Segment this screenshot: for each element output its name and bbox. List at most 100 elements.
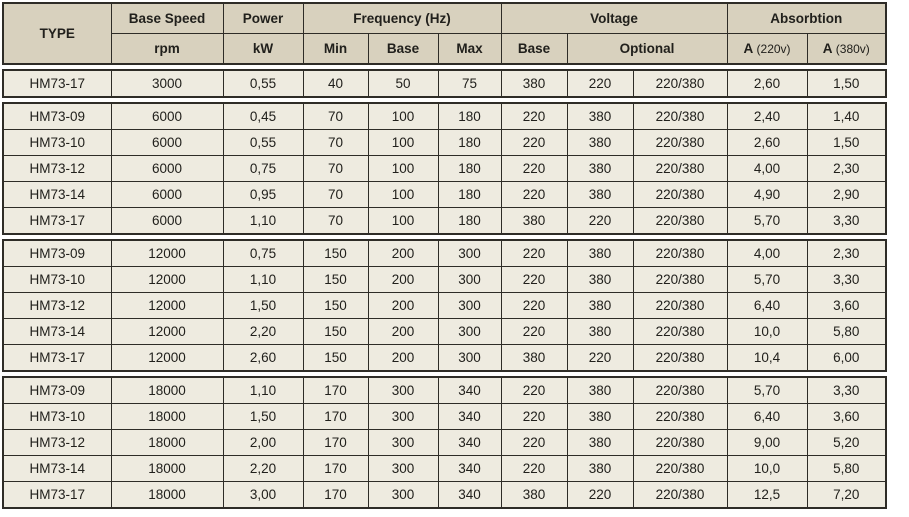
table-row: HM73-09 6000 0,45 70 100 180 220 380 220…	[2, 102, 887, 130]
cell-voltage-opt2: 220/380	[632, 155, 728, 182]
cell-voltage-opt1: 220	[566, 344, 634, 372]
cell-a220: 4,00	[726, 155, 808, 182]
cell-a220: 12,5	[726, 481, 808, 509]
cell-a380: 7,20	[806, 481, 887, 509]
cell-a220: 9,00	[726, 429, 808, 456]
cell-type: HM73-17	[2, 481, 112, 509]
cell-voltage-opt2: 220/380	[632, 207, 728, 235]
cell-a380: 3,60	[806, 403, 887, 430]
cell-freq-max: 300	[437, 344, 502, 372]
cell-a380: 3,60	[806, 292, 887, 319]
cell-freq-base: 300	[367, 403, 439, 430]
cell-a380: 5,20	[806, 429, 887, 456]
cell-freq-min: 170	[302, 481, 369, 509]
cell-voltage-base: 220	[500, 239, 568, 267]
cell-voltage-base: 220	[500, 129, 568, 156]
cell-freq-min: 150	[302, 292, 369, 319]
cell-rpm: 18000	[110, 376, 224, 404]
cell-freq-base: 200	[367, 292, 439, 319]
cell-freq-max: 340	[437, 429, 502, 456]
cell-type: HM73-17	[2, 69, 112, 98]
table-row: HM73-14 18000 2,20 170 300 340 220 380 2…	[2, 455, 887, 482]
cell-voltage-opt1: 380	[566, 155, 634, 182]
cell-rpm: 18000	[110, 429, 224, 456]
cell-kw: 1,50	[222, 292, 304, 319]
cell-voltage-opt2: 220/380	[632, 181, 728, 208]
cell-freq-max: 180	[437, 102, 502, 130]
cell-voltage-opt1: 220	[566, 207, 634, 235]
cell-voltage-base: 220	[500, 376, 568, 404]
cell-type: HM73-12	[2, 155, 112, 182]
table-row: HM73-12 18000 2,00 170 300 340 220 380 2…	[2, 429, 887, 456]
spec-table-group-12000rpm: HM73-09 12000 0,75 150 200 300 220 380 2…	[2, 239, 887, 372]
cell-voltage-opt2: 220/380	[632, 376, 728, 404]
cell-freq-min: 170	[302, 429, 369, 456]
cell-freq-max: 340	[437, 481, 502, 509]
cell-voltage-opt1: 380	[566, 429, 634, 456]
col-header-absorbtion: Absorbtion	[726, 2, 887, 34]
motor-spec-table: TYPE Base Speed Power Frequency (Hz) Vol…	[2, 2, 889, 509]
cell-a220: 5,70	[726, 207, 808, 235]
cell-a220: 4,00	[726, 239, 808, 267]
cell-voltage-opt1: 380	[566, 239, 634, 267]
cell-rpm: 12000	[110, 344, 224, 372]
cell-a380: 2,30	[806, 239, 887, 267]
cell-type: HM73-10	[2, 403, 112, 430]
cell-voltage-base: 220	[500, 266, 568, 293]
cell-type: HM73-12	[2, 429, 112, 456]
cell-voltage-opt2: 220/380	[632, 455, 728, 482]
cell-kw: 2,00	[222, 429, 304, 456]
cell-freq-min: 170	[302, 403, 369, 430]
cell-a220: 5,70	[726, 376, 808, 404]
a220-letter: A	[743, 41, 753, 56]
cell-voltage-base: 380	[500, 344, 568, 372]
cell-voltage-opt1: 380	[566, 403, 634, 430]
cell-freq-min: 170	[302, 455, 369, 482]
cell-voltage-base: 220	[500, 155, 568, 182]
cell-type: HM73-14	[2, 318, 112, 345]
cell-freq-min: 70	[302, 181, 369, 208]
cell-type: HM73-14	[2, 455, 112, 482]
cell-freq-base: 50	[367, 69, 439, 98]
cell-freq-base: 200	[367, 266, 439, 293]
col-header-power: Power	[222, 2, 304, 34]
spec-table-group-3000rpm: HM73-17 3000 0,55 40 50 75 380 220 220/3…	[2, 69, 887, 98]
cell-type: HM73-12	[2, 292, 112, 319]
table-row: HM73-12 6000 0,75 70 100 180 220 380 220…	[2, 155, 887, 182]
cell-a220: 6,40	[726, 403, 808, 430]
cell-a220: 4,90	[726, 181, 808, 208]
cell-freq-base: 300	[367, 455, 439, 482]
cell-voltage-base: 220	[500, 403, 568, 430]
table-row: HM73-14 6000 0,95 70 100 180 220 380 220…	[2, 181, 887, 208]
cell-kw: 0,75	[222, 155, 304, 182]
cell-kw: 2,20	[222, 318, 304, 345]
cell-freq-base: 100	[367, 181, 439, 208]
cell-freq-base: 200	[367, 239, 439, 267]
cell-freq-max: 180	[437, 207, 502, 235]
cell-voltage-opt2: 220/380	[632, 239, 728, 267]
table-row: HM73-17 3000 0,55 40 50 75 380 220 220/3…	[2, 69, 887, 98]
col-header-freq-max: Max	[437, 33, 502, 65]
table-row: HM73-14 12000 2,20 150 200 300 220 380 2…	[2, 318, 887, 345]
cell-rpm: 3000	[110, 69, 224, 98]
cell-voltage-opt1: 380	[566, 102, 634, 130]
cell-freq-min: 70	[302, 102, 369, 130]
cell-type: HM73-10	[2, 129, 112, 156]
a220-volts: (220v)	[756, 42, 791, 56]
cell-voltage-base: 380	[500, 481, 568, 509]
cell-voltage-opt2: 220/380	[632, 129, 728, 156]
col-header-voltage-base: Base	[500, 33, 568, 65]
cell-freq-min: 70	[302, 207, 369, 235]
cell-rpm: 12000	[110, 292, 224, 319]
cell-voltage-opt1: 220	[566, 69, 634, 98]
cell-freq-min: 150	[302, 344, 369, 372]
cell-a380: 2,30	[806, 155, 887, 182]
cell-a220: 2,60	[726, 69, 808, 98]
cell-type: HM73-09	[2, 376, 112, 404]
cell-a380: 6,00	[806, 344, 887, 372]
cell-voltage-base: 380	[500, 207, 568, 235]
cell-kw: 1,10	[222, 207, 304, 235]
cell-type: HM73-09	[2, 102, 112, 130]
spec-table-header: TYPE Base Speed Power Frequency (Hz) Vol…	[2, 2, 888, 65]
